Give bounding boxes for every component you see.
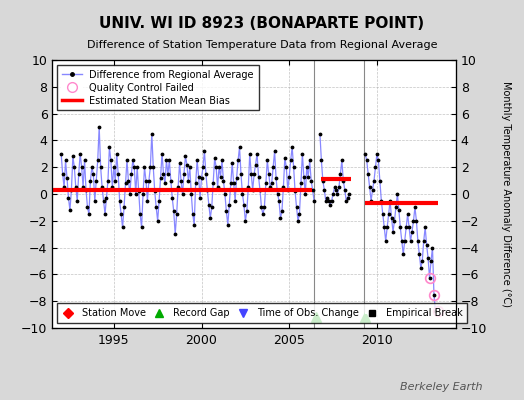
Text: Berkeley Earth: Berkeley Earth [400, 382, 482, 392]
Y-axis label: Monthly Temperature Anomaly Difference (°C): Monthly Temperature Anomaly Difference (… [501, 81, 511, 307]
Legend: Station Move, Record Gap, Time of Obs. Change, Empirical Break: Station Move, Record Gap, Time of Obs. C… [57, 304, 467, 323]
Text: Difference of Station Temperature Data from Regional Average: Difference of Station Temperature Data f… [87, 40, 437, 50]
Text: UNIV. WI ID 8923 (BONAPARTE POINT): UNIV. WI ID 8923 (BONAPARTE POINT) [100, 16, 424, 31]
